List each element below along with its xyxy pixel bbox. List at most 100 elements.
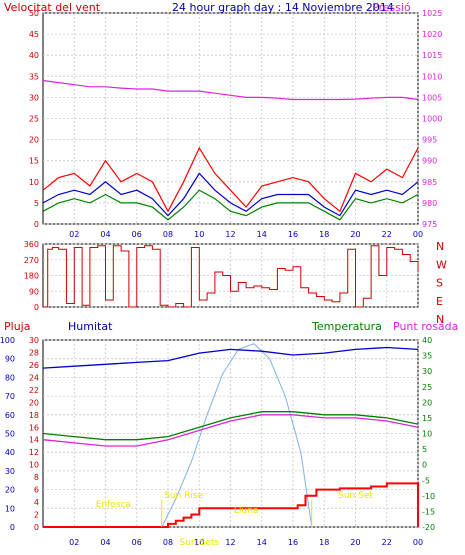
direction-y-tick-label: 0 [34, 303, 39, 312]
pressure-y-tick-label: 975 [422, 220, 437, 229]
temperature-y-tick-label: 5 [422, 445, 427, 454]
x-tick-label-bottom: 06 [132, 538, 142, 547]
pressure-y-tick-label: 990 [422, 157, 437, 166]
rain-y-tick-label: 8 [34, 473, 39, 482]
temperature-label: Temperatura [311, 320, 382, 333]
pressure-y-tick-label: 1005 [422, 93, 442, 102]
pressure-y-tick-label: 1015 [422, 51, 442, 60]
x-tick-label-top: 20 [350, 230, 360, 239]
x-tick-label-top: 14 [257, 230, 267, 239]
x-tick-label-bottom: 08 [163, 538, 173, 547]
x-tick-label-top: 00 [413, 230, 423, 239]
humidity-y-tick-label: 30 [5, 467, 15, 476]
dewpoint-line [42, 414, 419, 447]
x-tick-label-bottom: 02 [69, 538, 79, 547]
wind-y-tick-label: 15 [29, 157, 39, 166]
wind-y-tick-label: 10 [29, 178, 39, 187]
rain-y-tick-label: 28 [29, 348, 39, 357]
rain-y-tick-label: 18 [29, 411, 39, 420]
temperature-y-tick-label: 10 [422, 430, 432, 439]
wind-y-tick-label: 45 [29, 30, 39, 39]
temperature-y-tick-label: 30 [422, 367, 432, 376]
temperature-y-tick-label: -15 [422, 507, 435, 516]
wind-y-tick-label: 5 [34, 199, 39, 208]
humidity-label: Humitat [68, 320, 113, 333]
x-tick-label-bottom: 04 [100, 538, 110, 547]
x-tick-label-top: 02 [69, 230, 79, 239]
rain-y-tick-label: 0 [34, 523, 39, 532]
rain-label: Pluja [4, 320, 30, 333]
compass-label: N [436, 313, 444, 326]
wind-y-tick-label: 35 [29, 72, 39, 81]
x-tick-label-top: 12 [225, 230, 235, 239]
rain-y-tick-label: 24 [29, 373, 39, 382]
pressure-y-tick-label: 1025 [422, 9, 442, 18]
compass-label: S [436, 277, 443, 290]
rain-y-tick-label: 26 [29, 361, 39, 370]
humidity-y-tick-label: 10 [5, 504, 15, 513]
wind-y-tick-label: 30 [29, 93, 39, 102]
compass-label: N [436, 240, 444, 253]
x-tick-label-bottom: 14 [257, 538, 267, 547]
annotation-sun-rise: Sun Rise [164, 491, 203, 501]
x-tick-label-top: 06 [132, 230, 142, 239]
dewpoint-label: Punt rosada [393, 320, 458, 333]
pressure-y-tick-label: 985 [422, 178, 437, 187]
wind-speed-green-line [42, 189, 419, 221]
annotation-sun-sets: Sun Sets [180, 538, 220, 548]
pressure-y-tick-label: 1010 [422, 72, 442, 81]
temperature-y-tick-label: -20 [422, 523, 435, 532]
direction-y-tick-label: 90 [29, 287, 39, 296]
humidity-y-tick-label: 20 [5, 486, 15, 495]
rain-y-tick-label: 2 [34, 511, 39, 520]
annotation-sun-set: Sun Set [338, 491, 373, 501]
wind-gust-line [42, 146, 419, 213]
x-tick-label-top: 04 [100, 230, 110, 239]
temperature-y-tick-label: -5 [422, 476, 430, 485]
rain-y-tick-label: 4 [34, 498, 39, 507]
x-tick-label-top: 22 [382, 230, 392, 239]
pressure-line [42, 79, 419, 101]
pressure-y-tick-label: 1000 [422, 115, 442, 124]
humidity-y-tick-label: 0 [10, 523, 15, 532]
humidity-y-tick-label: 60 [5, 411, 15, 420]
compass-label: W [436, 258, 447, 271]
humidity-y-tick-label: 80 [5, 373, 15, 382]
rain-line [43, 482, 419, 528]
pressure-y-tick-label: 995 [422, 136, 437, 145]
wind-y-tick-label: 20 [29, 136, 39, 145]
wind-y-tick-label: 50 [29, 9, 39, 18]
x-tick-label-bottom: 20 [350, 538, 360, 547]
x-tick-label-top: 18 [319, 230, 329, 239]
temperature-y-tick-label: 0 [422, 461, 427, 470]
pressure-y-tick-label: 1020 [422, 30, 442, 39]
x-tick-label-bottom: 00 [413, 538, 423, 547]
wind-y-tick-label: 40 [29, 51, 39, 60]
temperature-line [42, 411, 419, 441]
wind-y-tick-label: 0 [34, 220, 39, 229]
humidity-y-tick-label: 70 [5, 392, 15, 401]
x-tick-label-top: 10 [194, 230, 204, 239]
x-tick-label-top: 16 [288, 230, 298, 239]
compass-label: E [436, 295, 443, 308]
rain-y-tick-label: 22 [29, 386, 39, 395]
temperature-y-tick-label: -10 [422, 492, 435, 501]
rain-y-tick-label: 20 [29, 398, 39, 407]
rain-y-tick-label: 16 [29, 423, 39, 432]
wind-y-tick-label: 25 [29, 115, 39, 124]
direction-y-tick-label: 180 [24, 272, 39, 281]
temperature-y-tick-label: 15 [422, 414, 432, 423]
wind-direction-line [43, 245, 419, 308]
humidity-line [42, 346, 419, 369]
x-tick-label-bottom: 22 [382, 538, 392, 547]
annotation-enfosca: Enfosca [96, 500, 131, 510]
x-tick-label-bottom: 16 [288, 538, 298, 547]
rain-y-tick-label: 12 [29, 448, 39, 457]
humidity-y-tick-label: 100 [0, 336, 15, 345]
direction-y-tick-label: 360 [24, 240, 39, 249]
rain-y-tick-label: 10 [29, 461, 39, 470]
x-tick-label-top: 08 [163, 230, 173, 239]
x-tick-label-bottom: 18 [319, 538, 329, 547]
